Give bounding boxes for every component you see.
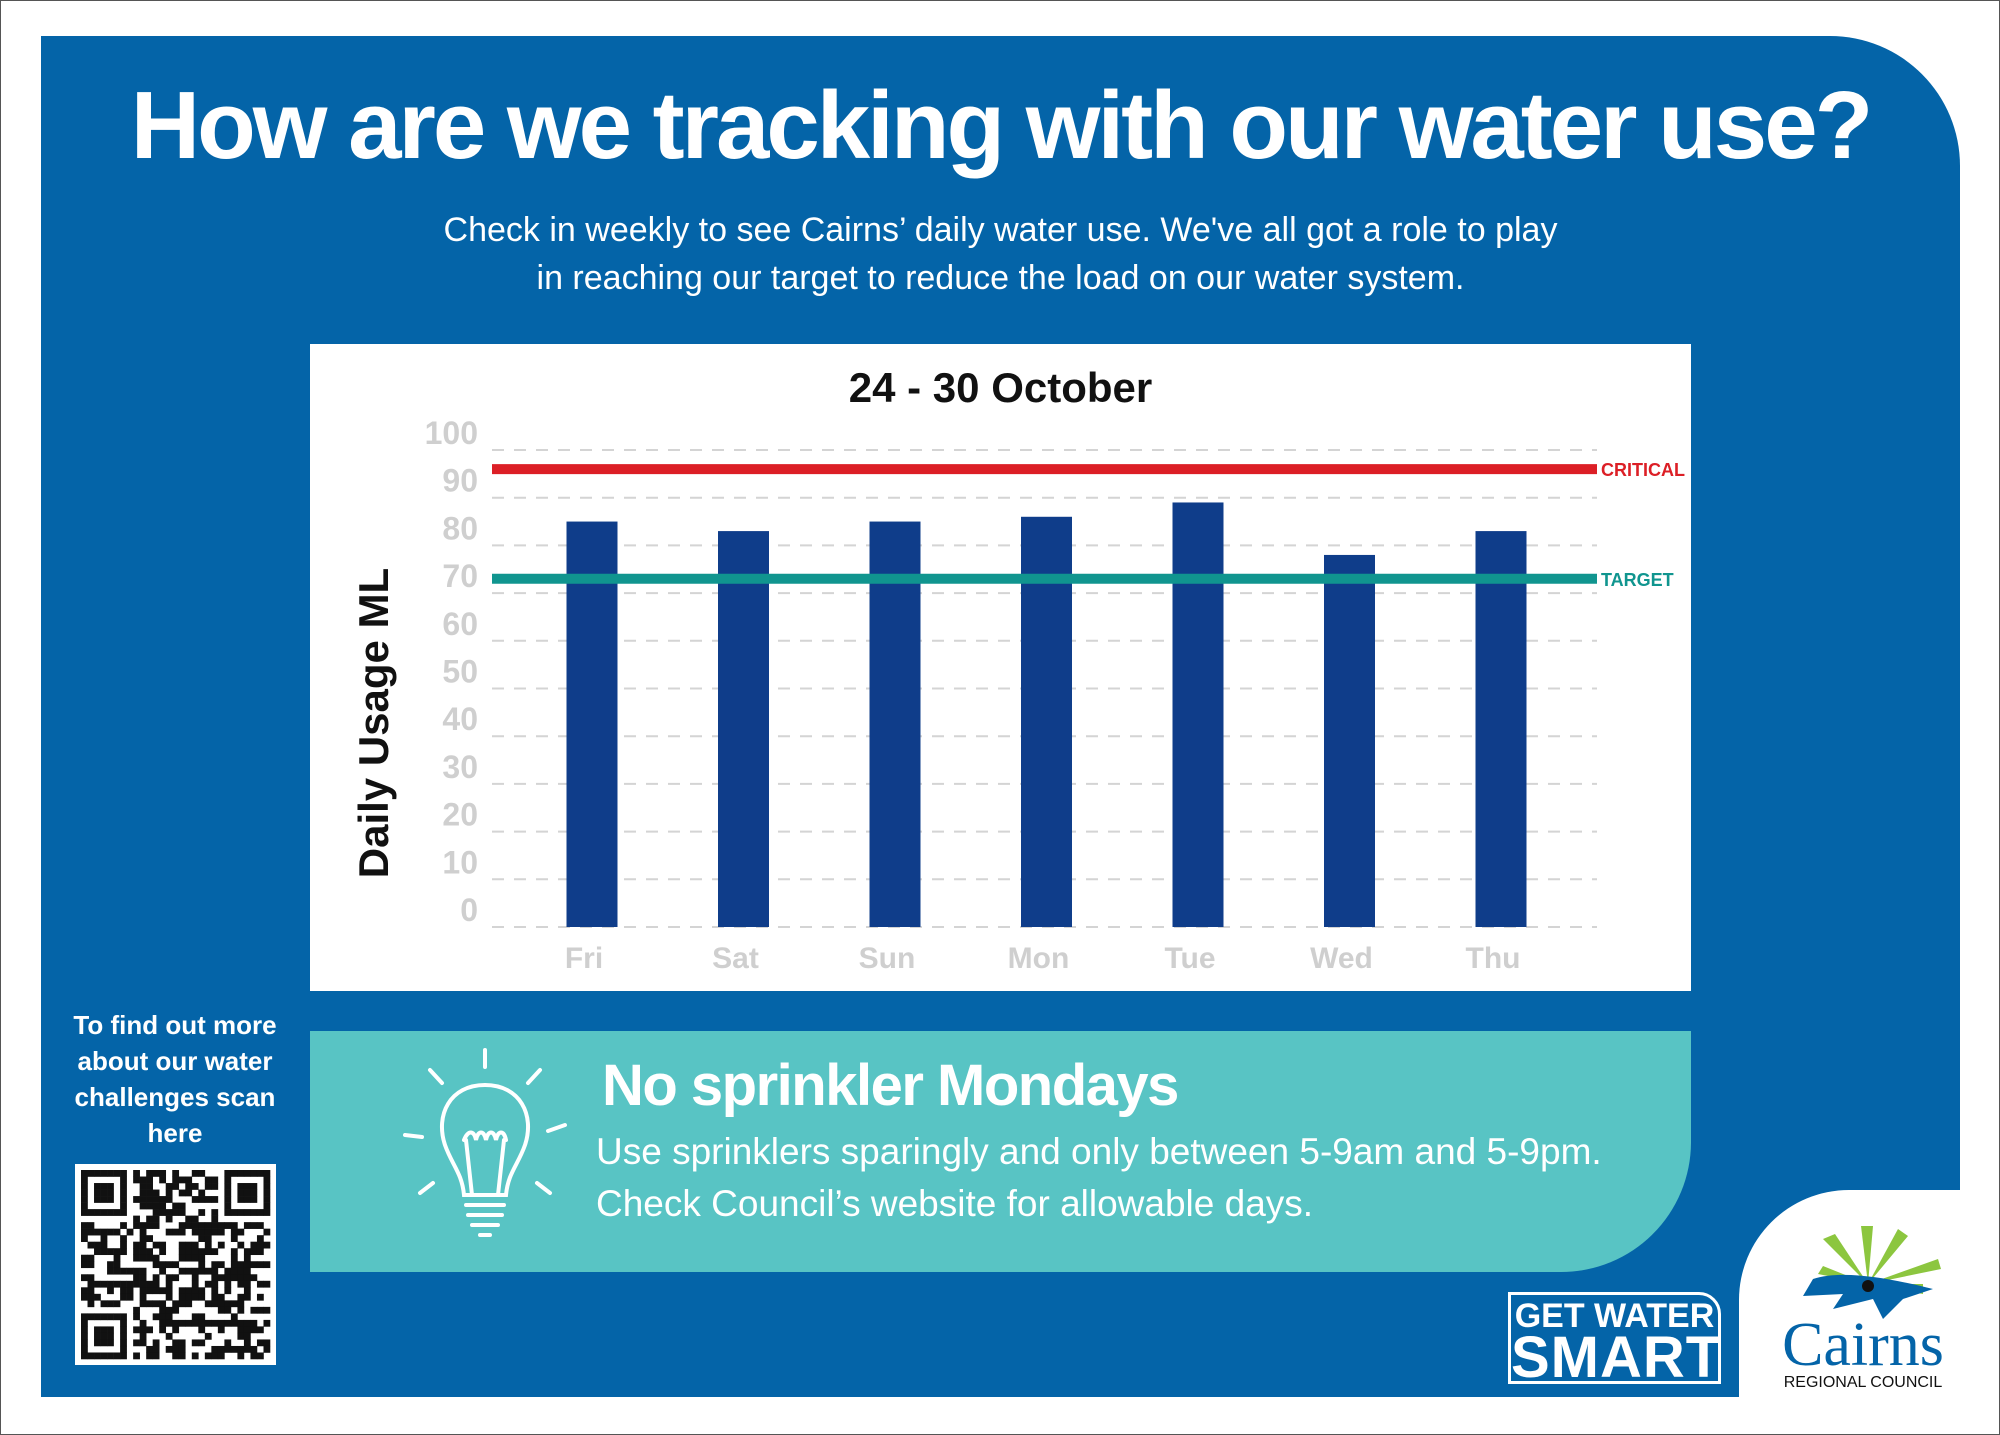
y-axis-label: Daily Usage ML (350, 567, 397, 879)
x-tick-label: Mon (1008, 942, 1070, 975)
cairns-council-logo: Cairns REGIONAL COUNCIL (1773, 1224, 1953, 1394)
bar-sun (869, 521, 921, 927)
y-tick-label: 40 (442, 701, 478, 737)
subtitle-line-1: Check in weekly to see Cairns’ daily wat… (443, 211, 1558, 249)
bar-sat (718, 531, 769, 927)
logo-text: REGIONAL COUNCIL (1783, 1374, 1943, 1391)
qr-prompt-line: challenges scan (74, 1082, 276, 1112)
banner-line-2: Check Council’s website for allowable da… (596, 1183, 1314, 1224)
x-tick-label: Wed (1310, 942, 1373, 975)
y-tick-label: 50 (442, 654, 478, 690)
page-title: How are we tracking with our water use? (130, 72, 1873, 179)
subtitle-line-2: in reaching our target to reduce the loa… (536, 259, 1465, 297)
y-tick-label: 90 (442, 463, 478, 499)
get-water-smart-logo: GET WATER SMART (1508, 1292, 1723, 1390)
logo-text: SMART (1511, 1325, 1723, 1390)
qr-prompt-line: about our water (77, 1046, 273, 1076)
y-tick-label: 30 (442, 749, 478, 785)
y-tick-label: 70 (442, 558, 478, 594)
banner-heading: No sprinkler Mondays (602, 1053, 1179, 1118)
lightbulb-icon (403, 1048, 567, 1237)
critical-label: CRITICAL (1601, 460, 1685, 480)
chart-title: 24 - 30 October (848, 364, 1153, 411)
bar-tue (1172, 502, 1224, 927)
bar-mon (1021, 516, 1072, 927)
qr-prompt: To find out more about our water challen… (55, 1007, 295, 1151)
bar-thu (1475, 531, 1527, 927)
bar-chart: 0 10 20 30 40 50 60 70 80 90 100 Fri Sat Sun Mon Tue Wed… (425, 415, 1685, 975)
x-tick-label: Tue (1164, 942, 1215, 975)
bar-wed (1324, 554, 1375, 927)
x-tick-label: Sun (859, 942, 916, 975)
y-tick-label: 10 (442, 844, 478, 880)
qr-code[interactable] (75, 1164, 276, 1365)
x-tick-label: Thu (1466, 942, 1521, 975)
y-tick-label: 0 (460, 892, 478, 928)
chart-card: 24 - 30 October (310, 344, 1691, 991)
y-tick-label: 100 (425, 415, 478, 451)
qr-prompt-line: here (147, 1118, 203, 1148)
y-tick-label: 20 (442, 797, 478, 833)
banner-line-1: Use sprinklers sparingly and only betwee… (596, 1131, 1602, 1172)
logo-text: GET WATER (1514, 1297, 1715, 1335)
y-tick-label: 60 (442, 606, 478, 642)
x-tick-label: Fri (565, 942, 603, 975)
target-label: TARGET (1601, 570, 1674, 590)
logo-text: Cairns (1782, 1311, 1944, 1379)
palm-leaf-icon (1803, 1226, 1941, 1319)
qr-prompt-line: To find out more (73, 1010, 277, 1040)
x-tick-label: Sat (712, 942, 759, 975)
y-tick-label: 80 (442, 510, 478, 546)
bar-fri (566, 521, 618, 927)
